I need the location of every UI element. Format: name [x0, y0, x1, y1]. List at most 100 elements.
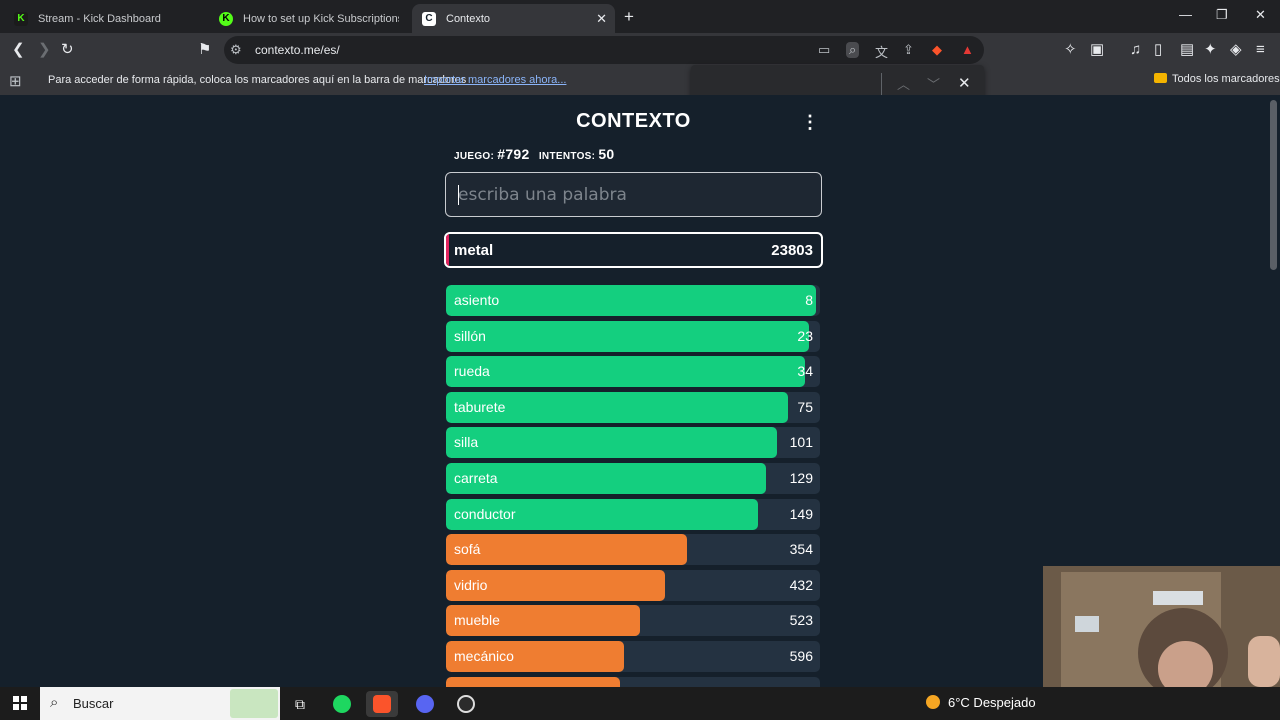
find-bar-divider	[881, 73, 882, 95]
address-bar[interactable]: ⚙ contexto.me/es/ ▭ ⌕ 文 ⇪ ◆ ▲	[224, 36, 984, 64]
share-icon[interactable]: ⇪	[903, 42, 914, 57]
taskbar-search-box[interactable]: ⌕ Buscar	[40, 687, 280, 720]
bookmarks-bar: ⊞ Para acceder de forma rápida, coloca l…	[0, 67, 1280, 95]
brave-browser-icon[interactable]	[366, 691, 398, 717]
game-label: JUEGO:	[454, 151, 495, 162]
guess-rank: 23	[797, 328, 813, 344]
webcam-person-hand	[1248, 636, 1280, 687]
guess-rank: 354	[789, 541, 813, 557]
find-next-icon[interactable]: ﹀	[927, 77, 941, 92]
discord-icon[interactable]	[409, 691, 441, 717]
last-guess-rank: 23803	[771, 242, 813, 259]
tab-kick-subscriptions[interactable]: K How to set up Kick Subscriptions | Ki	[209, 4, 409, 33]
kick-favicon-icon: K	[14, 11, 28, 26]
guess-row: asiento 8	[446, 285, 820, 316]
guess-rank: 129	[789, 470, 813, 486]
attempts-label: INTENTOS:	[538, 151, 596, 162]
word-guess-input[interactable]	[445, 172, 822, 217]
windows-start-icon[interactable]	[13, 696, 27, 710]
guess-rank: 523	[789, 612, 813, 628]
sidebar-icon[interactable]: ▯	[1154, 41, 1163, 58]
guess-proximity-bar	[446, 570, 665, 601]
tab-contexto[interactable]: C Contexto ✕	[412, 4, 615, 33]
apps-grid-icon[interactable]: ⊞	[9, 73, 22, 90]
obs-icon[interactable]	[450, 691, 482, 717]
guess-proximity-bar	[446, 463, 766, 494]
guess-proximity-bar	[446, 677, 620, 687]
leo-ai-icon[interactable]: ✦	[1204, 41, 1217, 58]
guess-word: carreta	[454, 470, 498, 486]
guess-row: carreta 129	[446, 463, 820, 494]
site-settings-icon[interactable]: ⚙	[230, 42, 242, 57]
bookmarks-hint: Para acceder de forma rápida, coloca los…	[48, 74, 467, 86]
vpn-icon[interactable]: ◈	[1230, 41, 1242, 58]
back-icon[interactable]: ❮	[12, 41, 25, 58]
extensions-icon[interactable]: ✧	[1064, 41, 1077, 58]
taskbar-search-label: Buscar	[73, 696, 114, 711]
last-guess-indicator	[446, 234, 449, 266]
brave-shields-icon[interactable]: ◆	[932, 42, 942, 57]
find-in-page-icon[interactable]: ⌕	[846, 42, 860, 58]
tab-kick-dashboard[interactable]: K Stream - Kick Dashboard	[4, 4, 209, 33]
restore-window-icon[interactable]: ❐	[1216, 7, 1228, 22]
guess-proximity-bar	[446, 285, 816, 316]
media-icon[interactable]: ♫	[1130, 41, 1142, 58]
game-number: #792	[497, 146, 530, 162]
tab-title: Stream - Kick Dashboard	[38, 12, 161, 25]
guess-proximity-bar	[446, 605, 640, 636]
guess-proximity-bar	[446, 356, 805, 387]
task-view-icon[interactable]: ⧉	[295, 695, 305, 712]
webcam-person-face	[1158, 641, 1213, 687]
text-caret	[458, 185, 459, 205]
game-title: CONTEXTO	[576, 110, 691, 132]
game-menu-icon[interactable]: ⋮	[801, 112, 819, 132]
page-scrollbar[interactable]	[1270, 100, 1277, 270]
guess-row: mueble 523	[446, 605, 820, 636]
browser-tab-strip: K Stream - Kick Dashboard K How to set u…	[0, 0, 1280, 33]
close-find-bar-icon[interactable]: ✕	[958, 75, 971, 92]
guess-proximity-bar	[446, 641, 624, 672]
minimize-window-icon[interactable]: —	[1179, 7, 1192, 22]
import-bookmarks-link[interactable]: Importar marcadores ahora...	[424, 74, 567, 86]
guess-word: asiento	[454, 292, 500, 308]
attempts-count: 50	[598, 146, 615, 162]
close-tab-icon[interactable]: ✕	[596, 11, 607, 26]
guess-rank: 75	[797, 399, 813, 415]
guess-row: silla 101	[446, 427, 820, 458]
new-tab-button[interactable]: +	[624, 7, 634, 26]
guess-proximity-bar	[446, 321, 809, 352]
guess-proximity-bar	[446, 427, 777, 458]
tab-title: How to set up Kick Subscriptions | Ki	[243, 12, 399, 25]
windows-taskbar: ⌕ Buscar ⧉ 6°C Despejado	[0, 687, 1280, 720]
forward-icon[interactable]: ❯	[38, 41, 51, 58]
screenshot-icon[interactable]: ▣	[1090, 41, 1105, 58]
brave-rewards-icon[interactable]: ▲	[961, 42, 974, 57]
browser-toolbar: ❮ ❯ ↻ ⚑ ⚙ contexto.me/es/ ▭ ⌕ 文 ⇪ ◆ ▲ ✧ …	[0, 33, 1280, 67]
guess-rank: 8	[805, 292, 813, 308]
guess-proximity-bar	[446, 392, 788, 423]
webcam-overlay	[1043, 566, 1280, 687]
bookmark-icon[interactable]: ⚑	[198, 41, 212, 58]
webcam-background-photo	[1075, 616, 1099, 632]
last-guess-row: metal 23803	[444, 232, 823, 268]
translate-icon[interactable]: 文	[875, 45, 889, 60]
wallet-icon[interactable]: ▤	[1180, 41, 1195, 58]
all-bookmarks-label: Todos los marcadores	[1172, 73, 1280, 85]
guess-row: sofá 354	[446, 534, 820, 565]
cast-icon[interactable]: ▭	[818, 42, 831, 57]
guess-row: vidrio 432	[446, 570, 820, 601]
guess-word: mueble	[454, 612, 500, 628]
all-bookmarks-button[interactable]: Todos los marcadores	[1154, 73, 1280, 85]
spotify-icon[interactable]	[326, 691, 358, 717]
weather-widget[interactable]: 6°C Despejado	[926, 695, 1036, 710]
find-previous-icon[interactable]: ︿	[897, 77, 911, 92]
guess-row: rueda 34	[446, 356, 820, 387]
menu-icon[interactable]: ≡	[1256, 41, 1265, 58]
last-guess-word: metal	[454, 242, 494, 259]
guess-rank: 34	[797, 363, 813, 379]
close-window-icon[interactable]: ✕	[1255, 7, 1266, 22]
weather-text: 6°C Despejado	[948, 695, 1036, 710]
url-text[interactable]: contexto.me/es/	[255, 43, 340, 57]
search-icon: ⌕	[50, 694, 59, 711]
reload-icon[interactable]: ↻	[61, 41, 74, 58]
